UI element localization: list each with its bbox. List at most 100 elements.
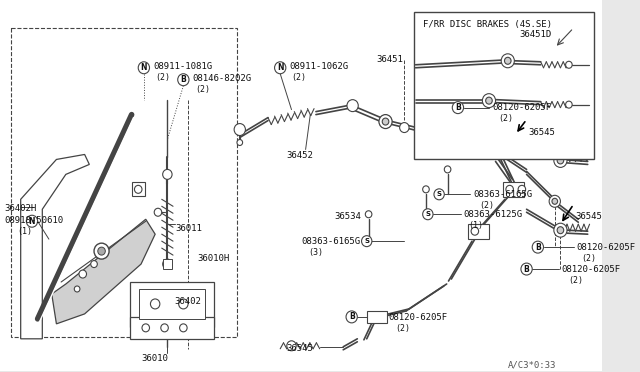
Circle shape: [347, 100, 358, 112]
Bar: [130, 282, 214, 327]
Text: 08363-6125G: 08363-6125G: [463, 210, 523, 219]
Text: S: S: [436, 191, 442, 197]
Bar: [468, 224, 489, 239]
Circle shape: [79, 270, 86, 278]
Text: B: B: [455, 103, 461, 112]
Text: F/RR DISC BRAKES (4S.SE): F/RR DISC BRAKES (4S.SE): [423, 20, 552, 29]
Text: B: B: [535, 243, 541, 251]
Circle shape: [346, 311, 357, 323]
Circle shape: [382, 118, 389, 125]
Text: 08918-50610: 08918-50610: [4, 216, 64, 225]
Text: 36010: 36010: [141, 354, 168, 363]
Circle shape: [486, 97, 492, 104]
Text: (2): (2): [568, 276, 583, 285]
Text: N: N: [29, 217, 35, 226]
Text: (2): (2): [196, 85, 211, 94]
Text: 08146-8202G: 08146-8202G: [193, 74, 252, 83]
Circle shape: [566, 101, 572, 108]
Circle shape: [554, 223, 567, 237]
Text: 36451: 36451: [376, 55, 403, 64]
Circle shape: [180, 324, 187, 332]
Polygon shape: [20, 154, 90, 339]
Text: (2): (2): [581, 254, 596, 263]
Text: S: S: [364, 238, 369, 244]
Bar: [413, 12, 595, 160]
Text: 08120-6205F: 08120-6205F: [577, 243, 636, 252]
Text: 36534: 36534: [335, 212, 362, 221]
Circle shape: [554, 154, 567, 167]
Circle shape: [501, 54, 515, 68]
Text: 08911-1081G: 08911-1081G: [153, 62, 212, 71]
Text: (2): (2): [499, 113, 513, 123]
Circle shape: [495, 148, 501, 154]
Circle shape: [287, 341, 296, 351]
Circle shape: [234, 124, 245, 135]
Circle shape: [134, 185, 142, 193]
Polygon shape: [52, 219, 155, 324]
Text: S: S: [426, 211, 430, 217]
Circle shape: [163, 169, 172, 179]
Bar: [12, 28, 237, 337]
Text: (1): (1): [17, 227, 32, 236]
Text: 08363-6165G: 08363-6165G: [473, 190, 532, 199]
Circle shape: [434, 189, 444, 200]
Bar: [139, 289, 205, 319]
Text: 36451D: 36451D: [519, 30, 551, 39]
Circle shape: [549, 195, 561, 207]
Text: A/C3*0:33: A/C3*0:33: [508, 361, 556, 370]
Text: 08363-6165G: 08363-6165G: [301, 237, 360, 246]
Text: B: B: [524, 264, 529, 273]
Text: (3): (3): [308, 248, 323, 257]
Text: N: N: [277, 63, 284, 72]
Text: 36402H: 36402H: [4, 204, 37, 213]
Text: 08120-6205F: 08120-6205F: [561, 265, 621, 274]
Text: B: B: [180, 75, 186, 84]
Text: (2): (2): [155, 73, 170, 82]
Circle shape: [535, 137, 547, 148]
Circle shape: [154, 208, 162, 216]
Circle shape: [91, 261, 97, 267]
Bar: [163, 259, 172, 269]
Text: (2): (2): [395, 324, 410, 333]
Circle shape: [163, 259, 172, 269]
Circle shape: [566, 61, 572, 68]
Text: (2): (2): [479, 201, 495, 210]
Circle shape: [138, 62, 150, 74]
Circle shape: [422, 209, 433, 220]
Circle shape: [471, 227, 479, 235]
Circle shape: [399, 122, 409, 132]
Circle shape: [365, 211, 372, 218]
Text: 36402: 36402: [174, 297, 201, 306]
Bar: [130, 317, 214, 339]
Circle shape: [179, 299, 188, 309]
Circle shape: [444, 166, 451, 173]
Circle shape: [275, 62, 286, 74]
Circle shape: [557, 227, 564, 234]
Circle shape: [521, 263, 532, 275]
Circle shape: [452, 102, 463, 113]
Circle shape: [518, 185, 525, 193]
Circle shape: [557, 157, 564, 164]
Text: 36545: 36545: [575, 212, 602, 221]
Circle shape: [362, 236, 372, 247]
Bar: [132, 182, 145, 196]
Circle shape: [142, 324, 150, 332]
Text: 08120-6205F: 08120-6205F: [493, 103, 552, 112]
Circle shape: [493, 142, 504, 154]
Text: (2): (2): [291, 73, 307, 82]
Circle shape: [178, 74, 189, 86]
Bar: [367, 311, 387, 323]
Circle shape: [504, 57, 511, 64]
Text: B: B: [349, 312, 355, 321]
Circle shape: [532, 241, 543, 253]
Text: 08120-6205F: 08120-6205F: [388, 313, 447, 322]
Text: 36011: 36011: [176, 224, 203, 233]
Text: 36545: 36545: [287, 344, 314, 353]
Circle shape: [422, 186, 429, 193]
Text: 36452: 36452: [287, 151, 314, 160]
Text: 36010H: 36010H: [198, 254, 230, 263]
Circle shape: [161, 324, 168, 332]
Bar: [503, 182, 524, 197]
Circle shape: [150, 299, 160, 309]
Circle shape: [74, 286, 80, 292]
